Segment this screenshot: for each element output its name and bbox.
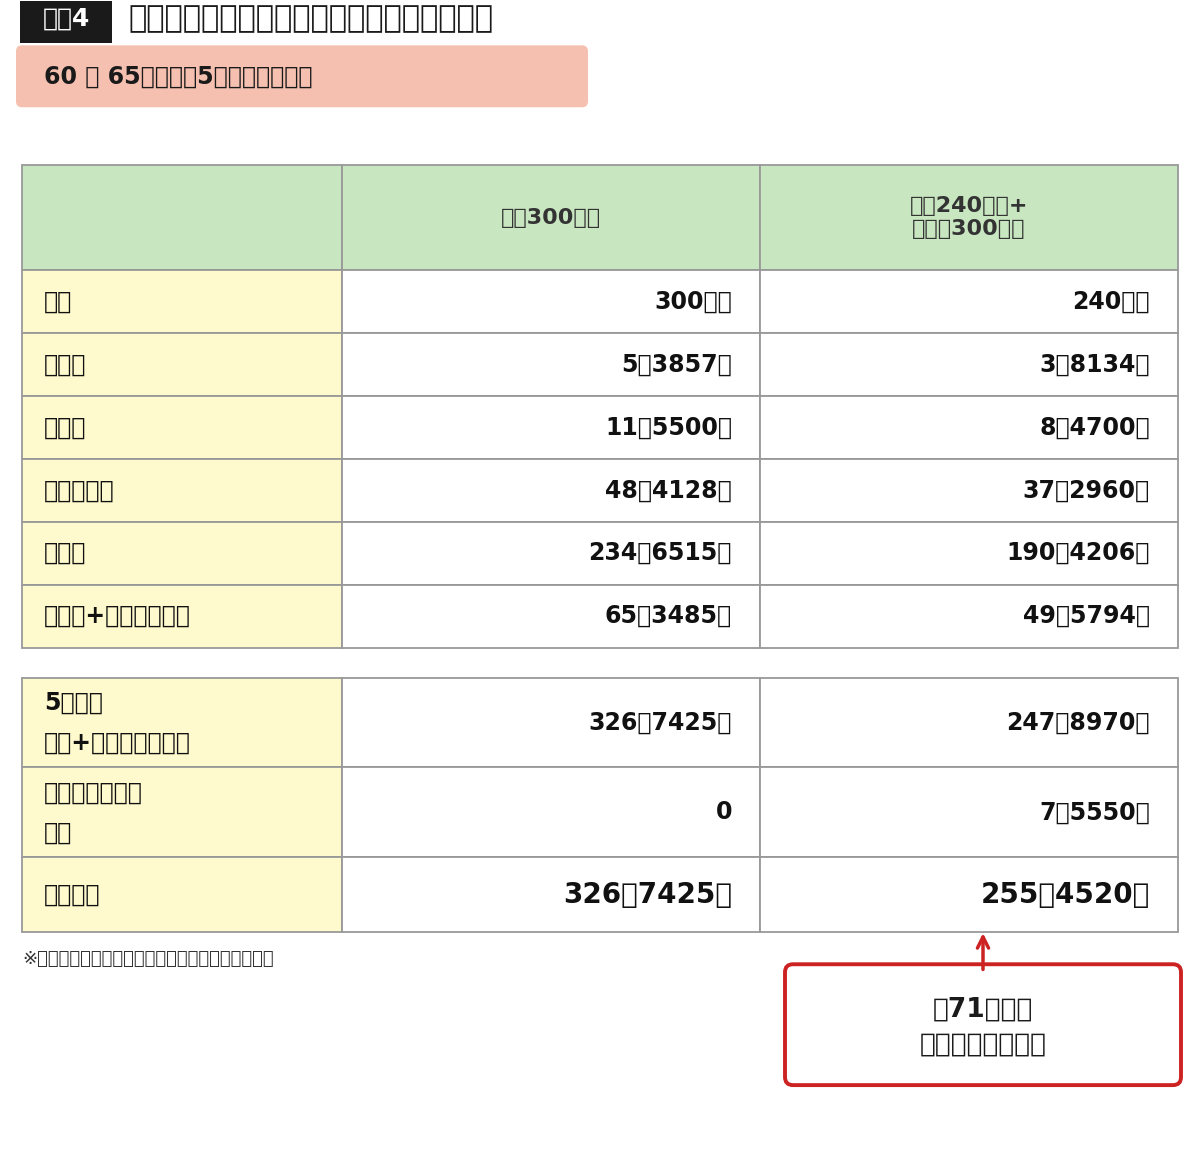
Bar [342, 677, 760, 768]
Text: 節税効果がある！: 節税効果がある！ [919, 1031, 1046, 1057]
Bar [760, 165, 1178, 270]
Bar [22, 768, 342, 858]
Text: 49万5794円: 49万5794円 [1022, 605, 1150, 628]
Text: 60 〜 65歳までの5年間働いた場合: 60 〜 65歳までの5年間働いた場合 [44, 64, 312, 88]
Bar [760, 858, 1178, 932]
Text: 手取り: 手取り [44, 541, 86, 565]
Text: 給料の一部を退職金に回すシミュレーション: 給料の一部を退職金に回すシミュレーション [128, 4, 493, 33]
Text: 住民税: 住民税 [44, 415, 86, 440]
Text: 税金: 税金 [44, 820, 72, 844]
Bar [342, 459, 760, 522]
Text: 年収: 年収 [44, 289, 72, 314]
FancyBboxPatch shape [785, 965, 1181, 1085]
Bar [342, 585, 760, 648]
Bar [760, 333, 1178, 396]
Text: ※所得控除は基礎控除、社会保険料控除のみで試算: ※所得控除は基礎控除、社会保険料控除のみで試算 [22, 950, 274, 968]
Text: 図表4: 図表4 [42, 6, 90, 30]
Bar [22, 522, 342, 585]
Text: 65万3485円: 65万3485円 [605, 605, 732, 628]
Bar [22, 858, 342, 932]
Bar [22, 459, 342, 522]
Bar [760, 768, 1178, 858]
Bar [22, 396, 342, 459]
Bar [342, 165, 760, 270]
Text: 年収300万円: 年収300万円 [500, 207, 601, 227]
Bar [760, 270, 1178, 333]
Text: 300万円: 300万円 [654, 289, 732, 314]
Text: 234万6515円: 234万6515円 [589, 541, 732, 565]
Text: 8万4700円: 8万4700円 [1039, 415, 1150, 440]
Text: 社会保険料: 社会保険料 [44, 478, 115, 503]
Text: 326万7425円: 326万7425円 [563, 881, 732, 908]
Bar [760, 396, 1178, 459]
Text: 税額合計: 税額合計 [44, 883, 101, 907]
Bar [760, 459, 1178, 522]
Bar [22, 165, 342, 270]
Bar [22, 585, 342, 648]
Bar [22, 677, 342, 768]
Bar [342, 522, 760, 585]
Text: 326万7425円: 326万7425円 [589, 710, 732, 735]
Text: 税金+社会保険料合計: 税金+社会保険料合計 [44, 730, 191, 755]
FancyBboxPatch shape [20, 0, 112, 43]
Bar [760, 677, 1178, 768]
Text: 約71万円の: 約71万円の [932, 996, 1033, 1023]
Bar [342, 270, 760, 333]
Text: 3万8134円: 3万8134円 [1039, 353, 1150, 376]
Text: 240万円: 240万円 [1073, 289, 1150, 314]
Text: 5万3857円: 5万3857円 [622, 353, 732, 376]
Bar [342, 768, 760, 858]
Text: 5年間の: 5年間の [44, 690, 103, 715]
Bar [342, 396, 760, 459]
Bar [342, 858, 760, 932]
Text: 7万5550円: 7万5550円 [1039, 800, 1150, 824]
Bar [760, 585, 1178, 648]
FancyBboxPatch shape [16, 46, 588, 108]
Text: （税金+社会保険料）: （税金+社会保険料） [44, 605, 191, 628]
Bar [22, 333, 342, 396]
Bar [22, 270, 342, 333]
Text: 37万2960円: 37万2960円 [1022, 478, 1150, 503]
Text: 年収240万円+
退職金300万円: 年収240万円+ 退職金300万円 [910, 196, 1028, 239]
Text: 0: 0 [715, 800, 732, 824]
Text: 255万4520円: 255万4520円 [980, 881, 1150, 908]
Bar [760, 522, 1178, 585]
Text: 190万4206円: 190万4206円 [1007, 541, 1150, 565]
Text: 所得税: 所得税 [44, 353, 86, 376]
Text: 247万8970円: 247万8970円 [1007, 710, 1150, 735]
Bar [342, 333, 760, 396]
Text: 退職金にかかる: 退職金にかかる [44, 781, 143, 804]
Text: 11万5500円: 11万5500円 [605, 415, 732, 440]
Text: 48万4128円: 48万4128円 [605, 478, 732, 503]
